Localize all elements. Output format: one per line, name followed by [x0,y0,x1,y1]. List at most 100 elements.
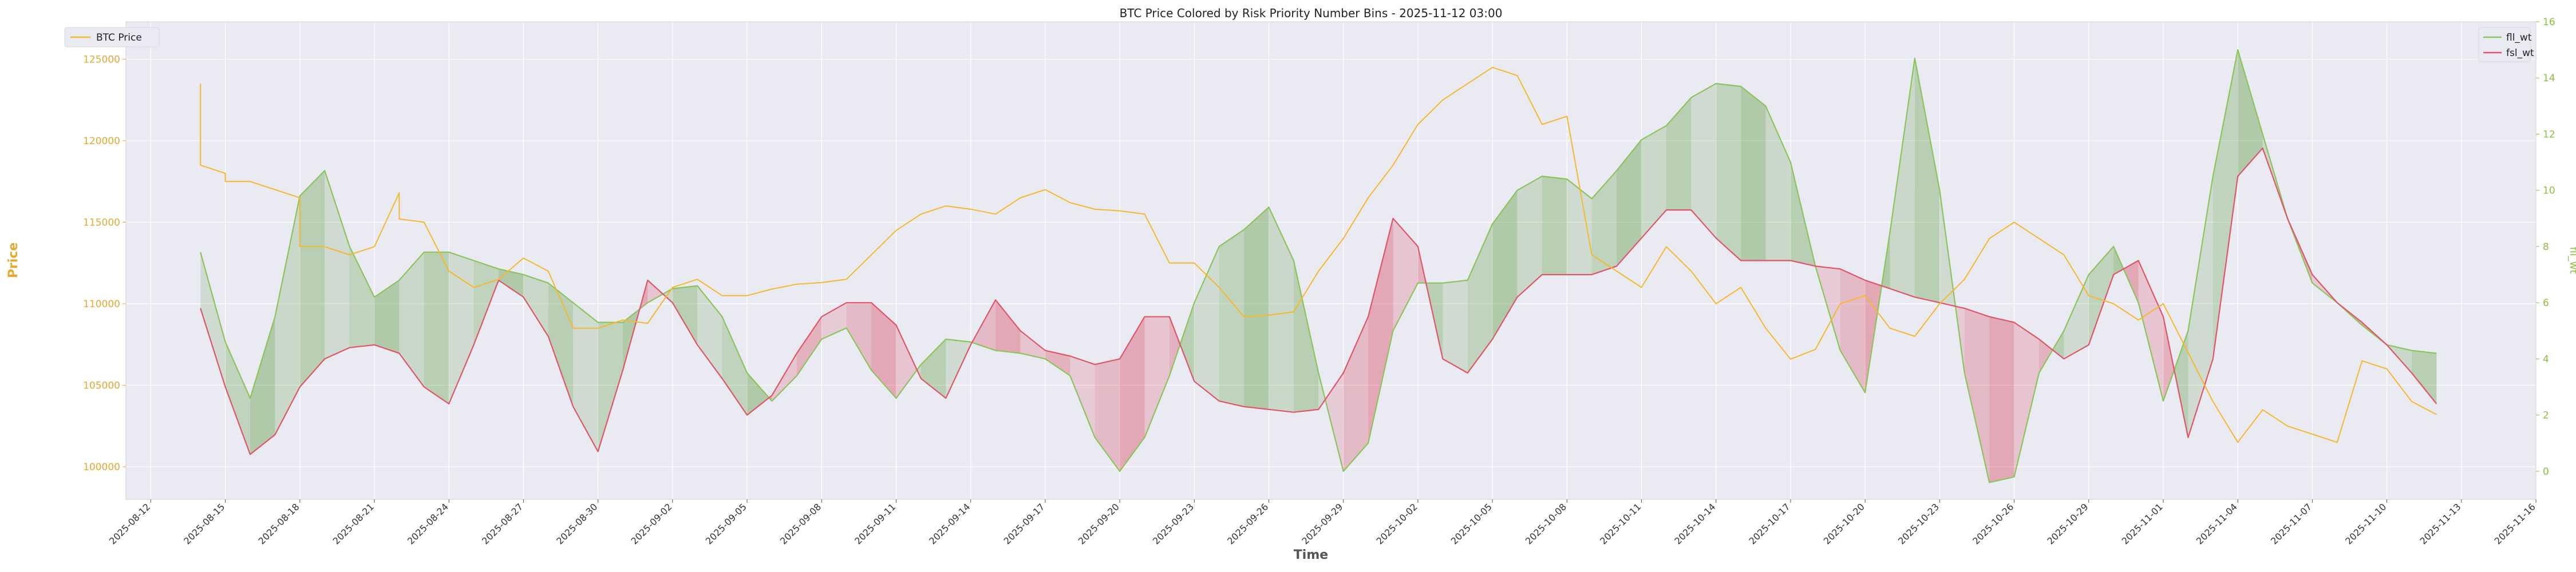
fill-region-green [1890,58,1915,297]
y-tick-label: 100000 [83,462,120,473]
x-tick-label: 2025-10-20 [1822,501,1867,546]
legend-left: BTC Price [64,27,160,47]
fill-region-green [1741,86,1766,261]
fill-region-red [1070,356,1095,438]
fill-region-red [995,300,1021,353]
fill-region-red [2163,316,2175,402]
fill-region-green [663,288,673,303]
fill-region-green [299,170,325,387]
y2-tick-label: 0 [2543,466,2549,478]
fill-region-green [1542,176,1567,275]
fill-region-green [374,280,400,353]
fill-region-green [920,339,946,399]
fill-region-green [1641,125,1666,239]
fill-region-green [1765,106,1791,261]
fill-region-red [772,353,797,402]
x-tick-label: 2025-11-07 [2269,501,2314,546]
fill-region-red [1020,331,1045,359]
x-tick-label: 2025-09-23 [1151,501,1196,546]
fill-region-red [1120,316,1145,471]
legend-left-box [64,27,160,47]
fill-region-red [647,280,663,303]
fill-region-red [1840,269,1866,393]
fill-region-green [523,275,548,337]
fill-region-green [1467,224,1493,373]
legend-label-price: BTC Price [96,32,142,43]
fill-region-green [1666,97,1692,210]
y2-tick-label: 4 [2543,353,2549,365]
fill-region-green [1914,58,1940,303]
x-tick-label: 2025-10-05 [1449,501,1494,546]
fill-region-green [1443,280,1468,373]
x-tick-label: 2025-11-10 [2343,501,2388,546]
y2-tick-label: 8 [2543,241,2549,253]
x-tick-label: 2025-09-20 [1076,501,1121,546]
fill-region-red [871,303,896,399]
fill-region-red [846,303,872,371]
y-tick-label: 125000 [83,54,120,66]
x-tick-label: 2025-09-29 [1299,501,1345,546]
fill-region-red [1144,316,1170,438]
y2-tick-label: 6 [2543,297,2549,309]
fill-region-green [250,316,275,455]
x-tick-label: 2025-11-04 [2194,501,2239,546]
fill-region-green [722,316,748,415]
x-axis-title: Time [1294,548,1328,562]
fill-region-red [1169,316,1180,376]
grid [126,22,2537,499]
fill-region-green [672,285,698,345]
y2-axis-title: fll_wt [2567,247,2576,273]
y-tick-label: 115000 [83,217,120,229]
x-tick-label: 2025-10-23 [1896,501,1941,546]
x-tick-label: 2025-11-16 [2492,501,2538,546]
x-tick-label: 2025-09-26 [1225,501,1270,546]
fill-region-red [1964,308,1990,483]
x-tick-label: 2025-08-27 [480,501,525,546]
fill-region-green [1716,84,1741,261]
fill-region-red [821,303,847,339]
y2-tick-label: 16 [2543,17,2555,28]
x-tick-label: 2025-09-08 [778,501,823,546]
fill-region-green [1293,260,1319,412]
x-tick-label: 2025-09-05 [704,501,749,546]
fill-region-green [424,252,449,404]
fill-region-green [275,196,300,435]
fill-region-red [1095,359,1120,471]
fill-region-green [598,322,623,452]
fill-region-green [2212,50,2238,359]
fill-region-green [200,252,226,387]
y2-tick-label: 2 [2543,410,2549,422]
plot-background [126,22,2536,499]
fill-region-green [2188,176,2213,438]
x-tick-label: 2025-10-29 [2045,501,2090,546]
x-tick-label: 2025-09-02 [629,501,674,546]
fill-region-green [1180,303,1195,382]
y-tick-label: 120000 [83,136,120,147]
fill-region-red [1368,218,1393,443]
fill-region-red [1045,350,1070,376]
x-tick-label: 2025-08-24 [405,501,451,546]
x-tick-label: 2025-09-17 [1002,501,1047,546]
fill-region-red [1393,218,1418,331]
fill-region-green [1492,190,1518,339]
x-tick-label: 2025-08-18 [256,501,301,546]
y2-tick-label: 10 [2543,185,2555,197]
x-tick-label: 2025-11-13 [2417,501,2463,546]
fill-region-green [1691,84,1716,239]
fill-region-green [2088,246,2114,345]
fill-region-green [1591,170,1617,275]
fill-region-green [573,303,598,452]
fill-region-red [1325,373,1344,471]
x-tick-label: 2025-08-21 [331,501,376,546]
x-tick-label: 2025-11-01 [2120,501,2165,546]
fill-region-red [796,316,822,376]
fill-region-green [325,170,350,359]
x-tick-label: 2025-10-17 [1747,501,1792,546]
fill-region-green [1219,229,1244,407]
fsl-wt-line [200,147,2437,455]
x-tick-label: 2025-08-15 [181,501,227,546]
btc-price-line [200,66,2437,443]
fill-between-regions [200,50,2437,483]
x-tick-label: 2025-10-26 [1970,501,2016,546]
fill-region-green [2412,350,2437,404]
